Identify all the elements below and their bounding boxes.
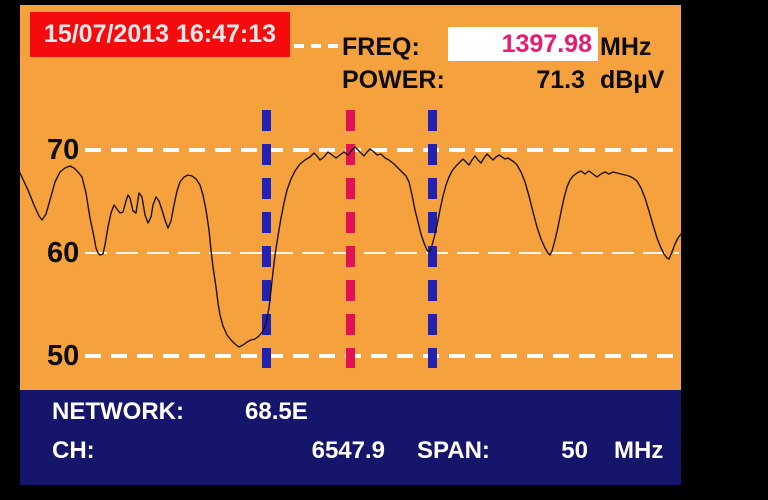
power-label: POWER: — [342, 66, 445, 94]
network-label: NETWORK: — [52, 398, 184, 425]
power-value: 71.3 — [536, 66, 585, 94]
gridline-70 — [85, 148, 679, 152]
datetime-badge: 15/07/2013 16:47:13 — [30, 12, 290, 57]
ch-value: 6547.9 — [311, 437, 385, 464]
freq-unit: MHz — [600, 33, 652, 61]
freq-label: FREQ: — [342, 33, 420, 61]
freq-value: 1397.98 — [501, 30, 592, 58]
band-edge-marker-right — [428, 110, 437, 368]
span-value: 50 — [561, 437, 588, 464]
info-bar: NETWORK: 68.5E CH: 6547.9 SPAN: 50 MHz — [20, 390, 681, 485]
gridline-50 — [85, 354, 679, 358]
band-edge-marker-left — [262, 110, 271, 368]
ch-label: CH: — [52, 437, 95, 464]
span-unit: MHz — [614, 437, 664, 464]
freq-value-box: 1397.98 — [448, 27, 598, 61]
tuned-frequency-marker — [346, 110, 355, 368]
power-unit: dBµV — [600, 66, 665, 94]
span-label: SPAN: — [417, 437, 490, 464]
spectrum-plot: 70 60 50 15/07/2013 16:47:13 — [20, 5, 681, 390]
dashed-connector-line — [294, 44, 340, 48]
gridline-60 — [85, 252, 679, 254]
lcd-screen: 70 60 50 15/07/2013 16:47:13 — [20, 5, 681, 485]
network-value: 68.5E — [245, 398, 308, 425]
